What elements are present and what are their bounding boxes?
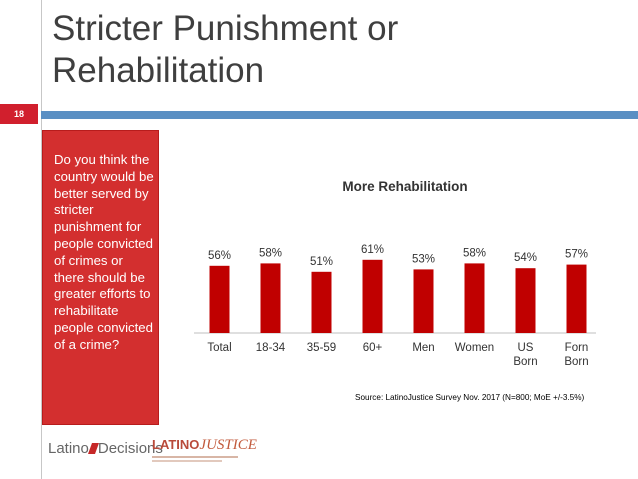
category-label: Women [455, 342, 494, 354]
bar-us-born [515, 268, 536, 333]
bar-forn-born [566, 264, 587, 333]
value-label: 58% [259, 247, 282, 259]
bar-18-34 [260, 263, 281, 333]
bar-60+ [362, 259, 383, 333]
value-label: 56% [208, 250, 231, 262]
value-label: 57% [565, 249, 588, 261]
category-label: Men [412, 342, 434, 354]
logo-ld-part1: Latino [48, 440, 89, 457]
logo-lj-tagline-line [152, 456, 238, 458]
header-bar [41, 111, 638, 119]
logo-lj-word: LATINOJUSTICE [152, 437, 257, 454]
latino-decisions-logo: Latino Decisions [48, 440, 163, 457]
logo-lj-part2: JUSTICE [199, 437, 257, 453]
category-label: Total [207, 342, 231, 354]
category-label: 60+ [363, 342, 383, 354]
logo-ld-part2: Decisions [97, 440, 163, 457]
question-text: Do you think the country would be better… [54, 152, 154, 352]
value-label: 61% [361, 244, 384, 256]
source-note: Source: LatinoJustice Survey Nov. 2017 (… [355, 393, 585, 402]
category-label: Forn Born [564, 342, 588, 368]
latino-justice-logo: LATINOJUSTICE [152, 437, 257, 469]
bar-men [413, 269, 434, 333]
category-label: 35-59 [307, 342, 336, 354]
slide-title: Stricter Punishment or Rehabilitation [52, 9, 399, 90]
question-box: Do you think the country would be better… [42, 130, 159, 425]
category-label: 18-34 [256, 342, 286, 354]
bar-chart: More Rehabilitation 56% Total 58% 18-34 51% 3… [194, 179, 596, 368]
bars-group: 56% Total 58% 18-34 51% 35-59 61% 60+ 53% Men 58% W… [207, 244, 588, 368]
category-label: US Born [513, 342, 537, 368]
logo-lj-part1: LATINO [152, 437, 200, 452]
left-rule [41, 0, 42, 479]
value-label: 58% [463, 247, 486, 259]
bar-total [209, 265, 230, 333]
bar-35-59 [311, 271, 332, 333]
chart-title: More Rehabilitation [342, 179, 467, 194]
value-label: 51% [310, 256, 333, 268]
value-label: 54% [514, 252, 537, 264]
bar-women [464, 263, 485, 333]
value-label: 53% [412, 253, 435, 265]
logo-lj-tagline-line-2 [152, 460, 222, 462]
slide-number: 18 [0, 104, 38, 124]
